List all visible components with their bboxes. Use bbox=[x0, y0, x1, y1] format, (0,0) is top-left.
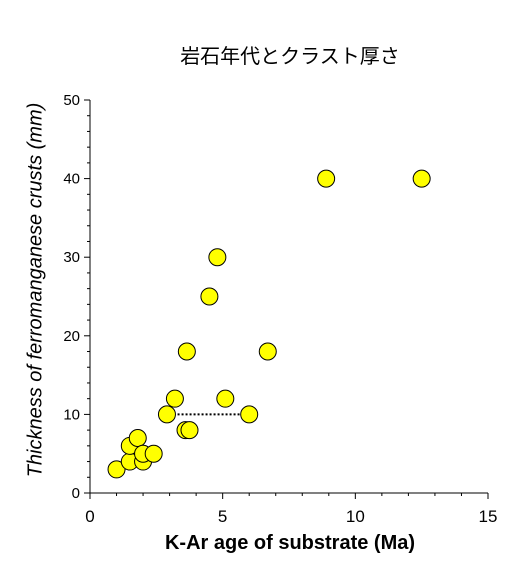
data-point bbox=[128, 428, 147, 447]
data-point bbox=[165, 389, 184, 408]
data-point bbox=[180, 421, 199, 440]
x-axis-label: K-Ar age of substrate (Ma) bbox=[164, 532, 416, 554]
data-point bbox=[157, 405, 176, 424]
data-point bbox=[177, 342, 196, 361]
data-point bbox=[258, 342, 277, 361]
y-tick-label: 10 bbox=[63, 406, 80, 423]
data-point bbox=[200, 287, 219, 306]
y-tick-label: 20 bbox=[63, 328, 80, 345]
y-tick-label: 40 bbox=[63, 171, 80, 188]
data-point bbox=[144, 444, 163, 463]
y-tick-label: 0 bbox=[72, 485, 80, 502]
x-tick-label: 5 bbox=[218, 507, 227, 526]
x-tick-label: 15 bbox=[479, 507, 498, 526]
data-point bbox=[107, 460, 126, 479]
y-tick-label: 30 bbox=[63, 249, 80, 266]
y-tick-label: 50 bbox=[63, 92, 80, 109]
x-tick-label: 0 bbox=[85, 507, 94, 526]
chart-title: 岩石年代とクラスト厚さ bbox=[180, 44, 400, 68]
data-point bbox=[317, 169, 336, 188]
data-point bbox=[216, 389, 235, 408]
x-tick-label: 10 bbox=[346, 507, 365, 526]
data-point bbox=[240, 405, 259, 424]
data-point bbox=[412, 169, 431, 188]
data-point bbox=[208, 248, 227, 267]
